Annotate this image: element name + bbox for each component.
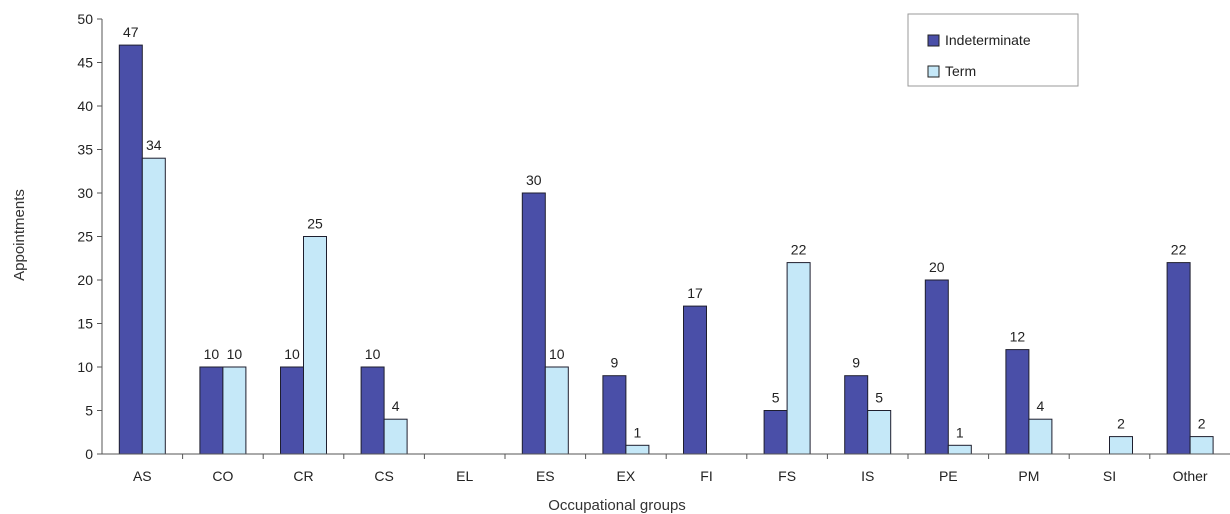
data-label-indeterminate-ex: 9 <box>611 355 619 371</box>
x-tick-label-cs: CS <box>374 468 393 484</box>
bar-indeterminate-fs <box>763 410 788 455</box>
data-label-term-es: 10 <box>549 346 565 362</box>
data-label-indeterminate-fi: 17 <box>687 285 703 301</box>
bar-term-pe <box>947 444 972 455</box>
bar-term-pm <box>1028 418 1053 455</box>
x-tick-label-pm: PM <box>1018 468 1039 484</box>
bar-indeterminate-co <box>199 366 224 455</box>
legend-label-indeterminate: Indeterminate <box>945 32 1031 48</box>
data-label-indeterminate-es: 30 <box>526 172 542 188</box>
bar-term-ex <box>625 444 650 455</box>
data-label-term-cr: 25 <box>307 216 323 232</box>
data-label-term-is: 5 <box>875 390 883 406</box>
y-tick-label: 25 <box>77 229 93 245</box>
bar-groups <box>118 44 1214 455</box>
data-label-indeterminate-is: 9 <box>852 355 860 371</box>
x-tick-label-co: CO <box>212 468 233 484</box>
x-tick-label-ex: EX <box>617 468 636 484</box>
data-label-term-pm: 4 <box>1037 398 1045 414</box>
bar-indeterminate-fi <box>683 305 707 455</box>
bar-term-co <box>222 366 247 455</box>
bar-term-as <box>141 157 166 455</box>
y-tick-label: 0 <box>85 446 93 462</box>
x-tick-label-es: ES <box>536 468 555 484</box>
bar-indeterminate-ex <box>602 375 627 455</box>
data-label-indeterminate-co: 10 <box>204 346 220 362</box>
data-label-indeterminate-cr: 10 <box>284 346 300 362</box>
y-tick-label: 50 <box>77 11 93 27</box>
y-axis-ticks: 0 5 10 15 20 25 30 35 40 45 50 <box>77 11 102 462</box>
bar-indeterminate-cr <box>280 366 304 455</box>
data-label-term-cs: 4 <box>392 398 400 414</box>
data-label-term-ex: 1 <box>634 424 642 440</box>
x-tick-label-other: Other <box>1173 468 1208 484</box>
x-tick-label-el: EL <box>456 468 473 484</box>
bar-term-fs <box>786 262 811 455</box>
bar-term-is <box>867 410 892 455</box>
data-label-indeterminate-cs: 10 <box>365 346 381 362</box>
x-tick-label-cr: CR <box>293 468 313 484</box>
bar-term-other <box>1189 436 1214 455</box>
data-label-term-pe: 1 <box>956 424 964 440</box>
legend: Indeterminate Term <box>907 13 1079 87</box>
data-label-indeterminate-as: 47 <box>123 24 139 40</box>
data-label-indeterminate-fs: 5 <box>772 390 780 406</box>
data-label-term-co: 10 <box>227 346 243 362</box>
bar-term-si <box>1109 436 1133 455</box>
x-tick-label-fi: FI <box>700 468 712 484</box>
y-tick-label: 45 <box>77 55 93 71</box>
x-tick-label-pe: PE <box>939 468 958 484</box>
data-label-indeterminate-pm: 12 <box>1010 329 1026 345</box>
x-tick-label-si: SI <box>1103 468 1116 484</box>
y-tick-label: 35 <box>77 142 93 158</box>
y-tick-label: 40 <box>77 98 93 114</box>
bar-indeterminate-pm <box>1005 349 1030 455</box>
y-tick-label: 20 <box>77 272 93 288</box>
y-axis-title: Appointments <box>11 189 28 281</box>
x-tick-label-as: AS <box>133 468 152 484</box>
y-tick-label: 30 <box>77 185 93 201</box>
bar-term-cr <box>303 236 327 455</box>
data-label-term-si: 2 <box>1117 416 1125 432</box>
bar-indeterminate-is <box>844 375 869 455</box>
y-tick-label: 10 <box>77 359 93 375</box>
legend-label-term: Term <box>945 63 976 79</box>
bar-indeterminate-pe <box>924 279 949 455</box>
data-label-term-as: 34 <box>146 137 162 153</box>
y-tick-label: 5 <box>85 403 93 419</box>
bar-indeterminate-other <box>1166 262 1191 455</box>
bar-term-cs <box>383 418 408 455</box>
y-tick-label: 15 <box>77 316 93 332</box>
legend-swatch-indeterminate <box>927 34 940 47</box>
bar-indeterminate-as <box>118 44 143 455</box>
x-axis-ticks: AS CO CR CS EL ES EX FI FS IS PE PM SI Other <box>133 454 1208 484</box>
data-label-indeterminate-pe: 20 <box>929 259 945 275</box>
x-axis-title: Occupational groups <box>548 497 686 514</box>
bar-indeterminate-cs <box>360 366 385 455</box>
data-label-indeterminate-other: 22 <box>1171 242 1187 258</box>
data-label-term-fs: 22 <box>791 242 807 258</box>
x-tick-label-fs: FS <box>778 468 796 484</box>
data-label-term-other: 2 <box>1198 416 1206 432</box>
x-tick-label-is: IS <box>861 468 874 484</box>
bar-term-es <box>544 366 569 455</box>
bar-indeterminate-es <box>521 192 546 455</box>
legend-swatch-term <box>927 65 940 78</box>
